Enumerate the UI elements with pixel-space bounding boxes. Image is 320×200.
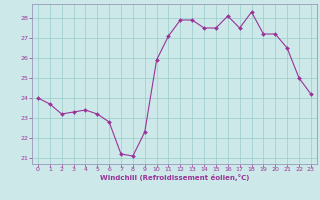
- X-axis label: Windchill (Refroidissement éolien,°C): Windchill (Refroidissement éolien,°C): [100, 174, 249, 181]
